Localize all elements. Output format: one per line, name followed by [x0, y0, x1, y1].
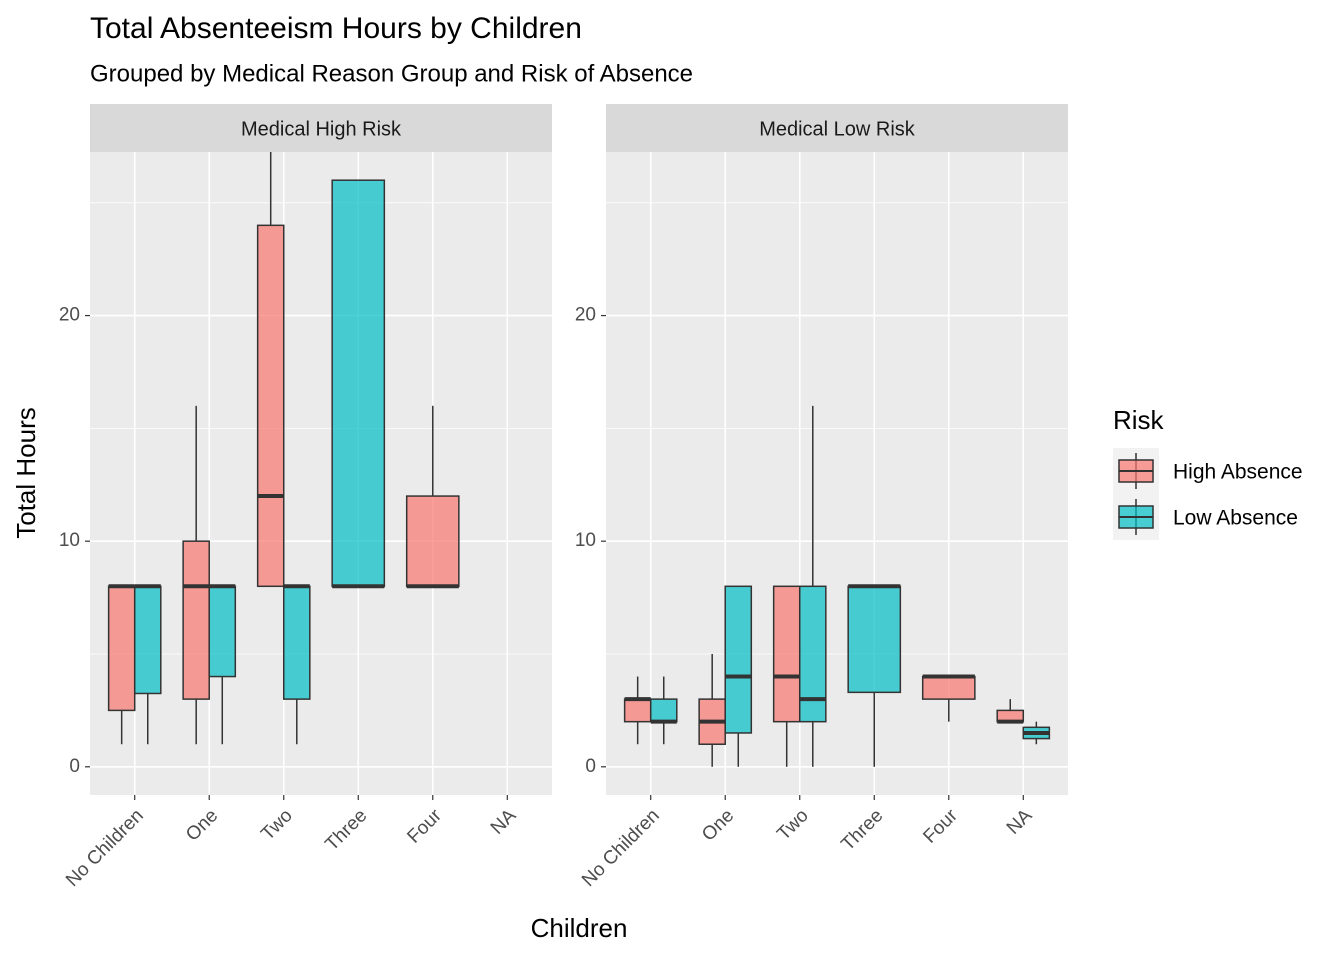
box	[282, 585, 311, 700]
y-axis-title: Total Hours	[11, 407, 41, 539]
x-tick-label: Two	[773, 805, 812, 844]
x-tick-label: One	[182, 805, 222, 845]
legend-label: Low Absence	[1173, 507, 1298, 530]
box	[107, 585, 136, 712]
x-tick-label: Four	[403, 805, 446, 848]
x-tick-label: Three	[837, 805, 887, 855]
box	[921, 675, 976, 700]
panel-background	[90, 152, 552, 795]
y-tick-label: 0	[585, 756, 596, 777]
legend-title: Risk	[1113, 405, 1165, 435]
box	[208, 585, 237, 678]
box	[182, 540, 210, 700]
y-tick-label: 10	[59, 530, 80, 551]
x-tick-label: No Children	[578, 805, 664, 891]
legend-label: High Absence	[1173, 461, 1303, 484]
panel-background	[606, 152, 1068, 795]
box	[847, 585, 902, 694]
x-tick-label: NA	[1003, 805, 1037, 839]
x-axis-title: Children	[531, 913, 628, 943]
box	[133, 585, 162, 695]
x-tick-label: Four	[919, 805, 962, 848]
x-tick-label: Two	[257, 805, 296, 844]
y-tick-label: 20	[59, 305, 80, 326]
box	[772, 585, 801, 723]
strip-label: Medical High Risk	[241, 118, 402, 140]
box	[798, 585, 827, 723]
strip	[90, 104, 552, 152]
chart-subtitle: Grouped by Medical Reason Group and Risk…	[90, 60, 693, 87]
box	[405, 495, 460, 588]
x-tick-label: NA	[487, 805, 521, 839]
box	[724, 585, 753, 734]
y-tick-label: 20	[575, 305, 596, 326]
x-tick-label: Three	[321, 805, 371, 855]
strip	[606, 104, 1068, 152]
strip-label: Medical Low Risk	[759, 118, 916, 140]
y-tick-label: 10	[575, 530, 596, 551]
x-tick-label: One	[698, 805, 738, 845]
box	[649, 698, 678, 723]
box	[623, 698, 652, 723]
chart-title: Total Absenteeism Hours by Children	[90, 12, 582, 45]
boxes	[623, 405, 1051, 767]
boxes	[107, 152, 460, 745]
x-tick-label: No Children	[62, 805, 148, 891]
box	[256, 224, 285, 588]
y-tick-label: 0	[69, 756, 80, 777]
box	[331, 179, 386, 588]
